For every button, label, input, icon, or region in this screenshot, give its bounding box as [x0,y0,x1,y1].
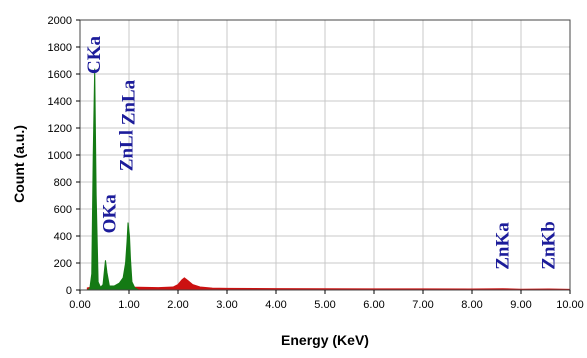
y-tick-label: 0 [66,285,72,297]
x-tick-label: 2.00 [167,299,188,311]
x-tick-label: 1.00 [118,299,139,311]
x-tick-label: 6.00 [363,299,384,311]
y-tick-label: 1800 [48,42,72,54]
series-layer [86,68,571,291]
y-tick-label: 800 [54,177,72,189]
peak-label: OKa [99,194,120,234]
x-tick-label: 4.00 [265,299,286,311]
axis-layer: 0.00 1.00 2.00 3.00 4.00 5.00 6.00 7.00 8.00 9.00… [48,15,584,311]
label-layer: CKa ZnLa ZnLl OKa ZnKa ZnKb [84,36,559,270]
x-tick-label: 9.00 [510,299,531,311]
y-tick-label: 2000 [48,15,72,27]
x-axis-title: Energy (KeV) [281,332,369,348]
y-tick-label: 1000 [48,150,72,162]
peak-label: ZnLl [117,130,138,171]
peak-label: ZnKb [538,221,559,270]
y-tick-label: 1400 [48,96,72,108]
peak-label: ZnLa [119,79,140,125]
y-tick-label: 400 [54,231,72,243]
x-tick-label: 7.00 [412,299,433,311]
y-tick-label: 200 [54,258,72,270]
x-tick-label: 8.00 [461,299,482,311]
y-axis-title: Count (a.u.) [11,125,27,203]
spectrum-series-area [87,68,140,291]
x-tick-label: 3.00 [216,299,237,311]
y-tick-label: 1600 [48,69,72,81]
x-tick-label: 5.00 [314,299,335,311]
spectrum-series-area [86,277,571,291]
peak-label: CKa [84,36,105,75]
peak-label: ZnKa [492,222,513,270]
x-tick-label: 0.00 [69,299,90,311]
x-tick-label: 10.00 [556,299,584,311]
y-tick-label: 1200 [48,123,72,135]
y-tick-label: 600 [54,204,72,216]
